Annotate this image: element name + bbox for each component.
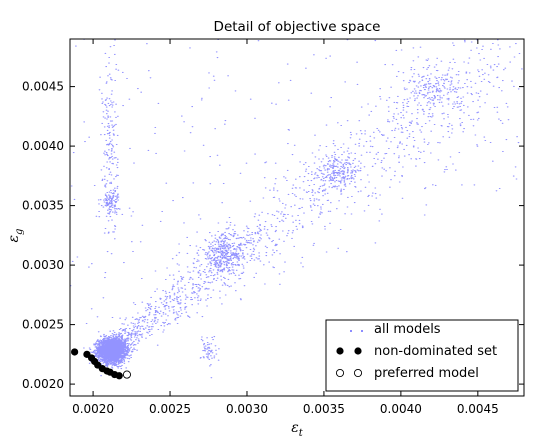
x-axis-label-text: εt — [291, 420, 304, 439]
y-tick-label: 0.0030 — [22, 258, 64, 272]
legend-marker-non-dominated — [354, 347, 362, 355]
legend-marker-preferred — [335, 368, 345, 378]
x-tick-label: 0.0030 — [226, 402, 268, 416]
x-tick-label: 0.0035 — [303, 402, 345, 416]
y-axis-label-text: εg — [6, 229, 25, 243]
legend: all models non-dominated set preferred mod… — [325, 319, 519, 392]
y-tick-label: 0.0025 — [22, 318, 64, 332]
legend-marker-all-models — [361, 330, 363, 332]
y-tick-label: 0.0045 — [22, 80, 64, 94]
x-tick-label: 0.0045 — [457, 402, 499, 416]
preferred-model-point — [122, 370, 131, 379]
legend-marker-non-dominated — [336, 347, 344, 355]
x-tick-label: 0.0040 — [380, 402, 422, 416]
x-axis-label: εt — [291, 420, 304, 439]
legend-marker-all-models — [350, 330, 352, 332]
preferred-model-points — [122, 370, 131, 379]
plot-frame — [69, 38, 525, 397]
y-tick-label: 0.0040 — [22, 139, 64, 153]
legend-label: non-dominated set — [374, 344, 497, 359]
legend-label: all models — [374, 322, 441, 337]
x-tick-label: 0.0020 — [72, 402, 114, 416]
chart-title: Detail of objective space — [214, 19, 381, 35]
y-tick-label: 0.0035 — [22, 199, 64, 213]
non-dominated-set-points — [71, 348, 123, 380]
y-axis-ticks: 0.0020 0.0025 0.0030 0.0035 0.0040 0.0045 — [22, 80, 524, 391]
non-dominated-point — [71, 348, 79, 356]
legend-marker-preferred — [353, 368, 363, 378]
legend-label: preferred model — [374, 366, 479, 381]
legend-box — [325, 319, 519, 392]
x-axis-ticks: 0.0020 0.0025 0.0030 0.0035 0.0040 0.0045 — [72, 39, 499, 416]
x-tick-label: 0.0025 — [149, 402, 191, 416]
y-axis-label: εg — [6, 229, 25, 243]
y-tick-label: 0.0020 — [22, 377, 64, 391]
non-dominated-point — [115, 372, 123, 380]
